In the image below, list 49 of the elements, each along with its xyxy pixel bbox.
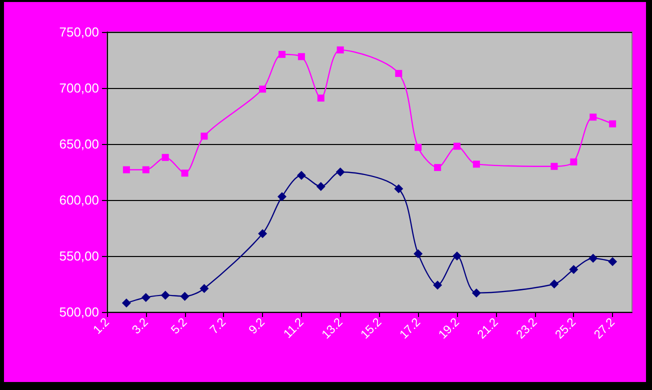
point	[316, 182, 326, 192]
point	[142, 166, 150, 174]
x-tick-label: 7.2	[206, 314, 229, 337]
point	[200, 132, 208, 140]
point	[569, 264, 578, 274]
point	[472, 160, 480, 168]
point	[296, 170, 306, 180]
point	[122, 298, 131, 308]
y-tick-label: 550,00	[59, 248, 99, 264]
point	[394, 184, 404, 194]
point	[550, 162, 558, 170]
point	[472, 288, 481, 298]
point	[414, 144, 422, 151]
point	[336, 46, 344, 54]
y-tick-label: 700,00	[59, 80, 99, 96]
point	[317, 94, 324, 102]
point	[141, 292, 150, 302]
point	[259, 86, 266, 93]
point	[395, 70, 402, 77]
point	[162, 154, 169, 161]
y-tick-label: 500,00	[59, 304, 99, 320]
point	[181, 170, 188, 177]
point	[452, 252, 462, 260]
point	[414, 249, 423, 258]
point	[608, 257, 618, 266]
point	[258, 229, 268, 238]
x-tick-label: 5.2	[168, 314, 190, 337]
point	[180, 292, 190, 301]
point	[298, 53, 305, 60]
point	[278, 50, 286, 58]
point	[454, 142, 460, 150]
point	[609, 120, 616, 128]
x-tick-label: 3.2	[129, 314, 152, 337]
point	[433, 280, 442, 290]
y-tick-label: 750,00	[59, 24, 99, 40]
x-tick-label: 9.2	[246, 314, 268, 337]
point	[550, 280, 559, 288]
point	[200, 284, 209, 293]
point	[588, 254, 598, 263]
point	[434, 164, 442, 172]
y-tick-label: 650,00	[59, 136, 99, 152]
point	[336, 168, 345, 176]
x-tick-label: 11.2	[280, 314, 307, 341]
point	[590, 114, 597, 121]
y-tick-label: 600,00	[59, 192, 99, 208]
point	[160, 290, 170, 300]
point	[570, 158, 578, 166]
point	[122, 166, 130, 174]
point	[278, 192, 286, 202]
